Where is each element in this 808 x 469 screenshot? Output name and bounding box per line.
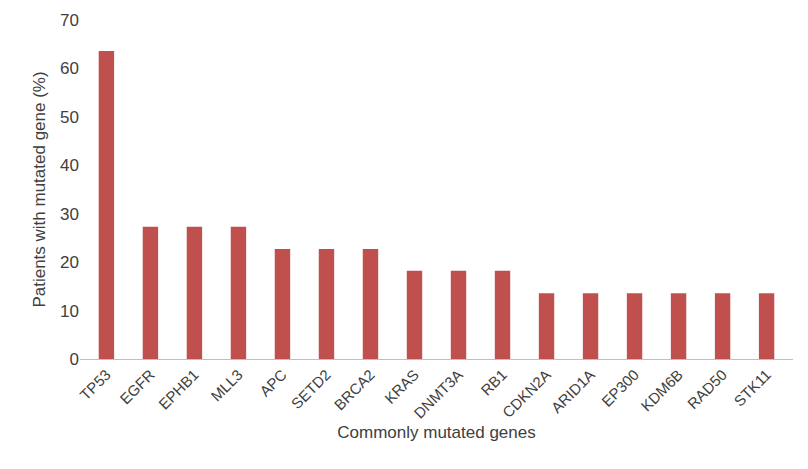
svg-text:RB1: RB1 (477, 366, 510, 399)
svg-text:EPHB1: EPHB1 (155, 366, 202, 413)
svg-text:CDKN2A: CDKN2A (499, 366, 554, 421)
svg-text:MLL3: MLL3 (207, 366, 246, 405)
svg-text:Patients with mutated gene (%): Patients with mutated gene (%) (30, 71, 49, 307)
svg-text:70: 70 (60, 11, 79, 30)
svg-text:KDM6B: KDM6B (637, 366, 686, 415)
svg-text:RAD50: RAD50 (684, 366, 730, 412)
svg-text:BRCA2: BRCA2 (331, 366, 378, 413)
svg-text:TP53: TP53 (76, 366, 113, 403)
svg-text:EGFR: EGFR (116, 366, 158, 408)
svg-text:SETD2: SETD2 (288, 366, 334, 412)
svg-text:20: 20 (60, 253, 79, 272)
svg-text:0: 0 (70, 350, 79, 369)
svg-text:50: 50 (60, 108, 79, 127)
svg-text:KRAS: KRAS (381, 366, 422, 407)
svg-text:30: 30 (60, 205, 79, 224)
svg-text:EP300: EP300 (598, 366, 642, 410)
svg-text:APC: APC (256, 366, 290, 400)
svg-text:40: 40 (60, 156, 79, 175)
svg-text:60: 60 (60, 59, 79, 78)
svg-text:Commonly mutated genes: Commonly mutated genes (337, 423, 535, 442)
svg-text:DNMT3A: DNMT3A (410, 366, 466, 422)
svg-text:STK11: STK11 (730, 366, 774, 410)
svg-text:10: 10 (60, 302, 79, 321)
svg-text:ARID1A: ARID1A (548, 366, 598, 416)
